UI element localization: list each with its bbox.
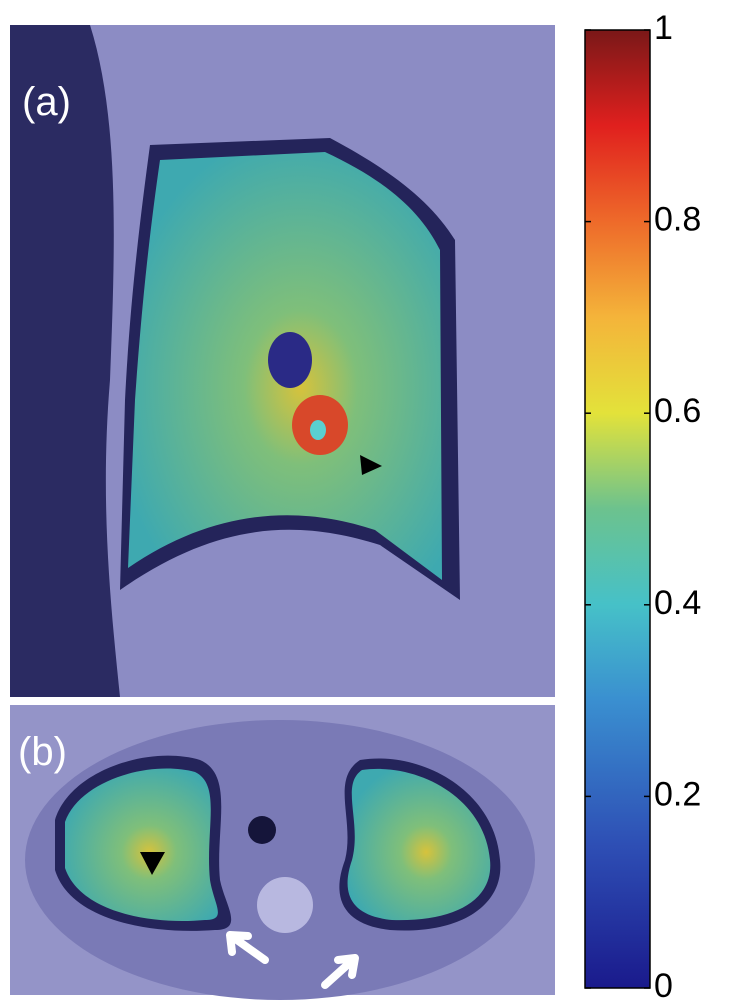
lung-map: [65, 768, 218, 922]
panel-label: (b): [18, 730, 67, 774]
panel-b: (b): [10, 705, 555, 1000]
airway: [268, 332, 312, 388]
colorbar: [584, 29, 651, 989]
tick-label: 0.6: [654, 392, 701, 430]
panel-a: (a): [10, 25, 555, 697]
spine: [257, 877, 313, 933]
arrow: [321, 954, 359, 989]
colorbar-ticks: 0 0.2 0.4 0.6 0.8 1: [585, 9, 701, 1002]
tick-label: 1: [654, 9, 673, 47]
tick-label: 0.8: [654, 201, 701, 239]
arrowhead: [140, 852, 165, 875]
tick-label: 0.4: [654, 584, 701, 622]
arrow: [226, 931, 269, 964]
panel-label: (a): [22, 80, 71, 124]
tick-label: 0.2: [654, 775, 701, 813]
lung-map: [347, 768, 491, 921]
hotspot-core: [310, 420, 326, 440]
trachea: [248, 816, 276, 844]
arrowhead: [360, 455, 382, 475]
tick-label: 0: [654, 967, 673, 1002]
